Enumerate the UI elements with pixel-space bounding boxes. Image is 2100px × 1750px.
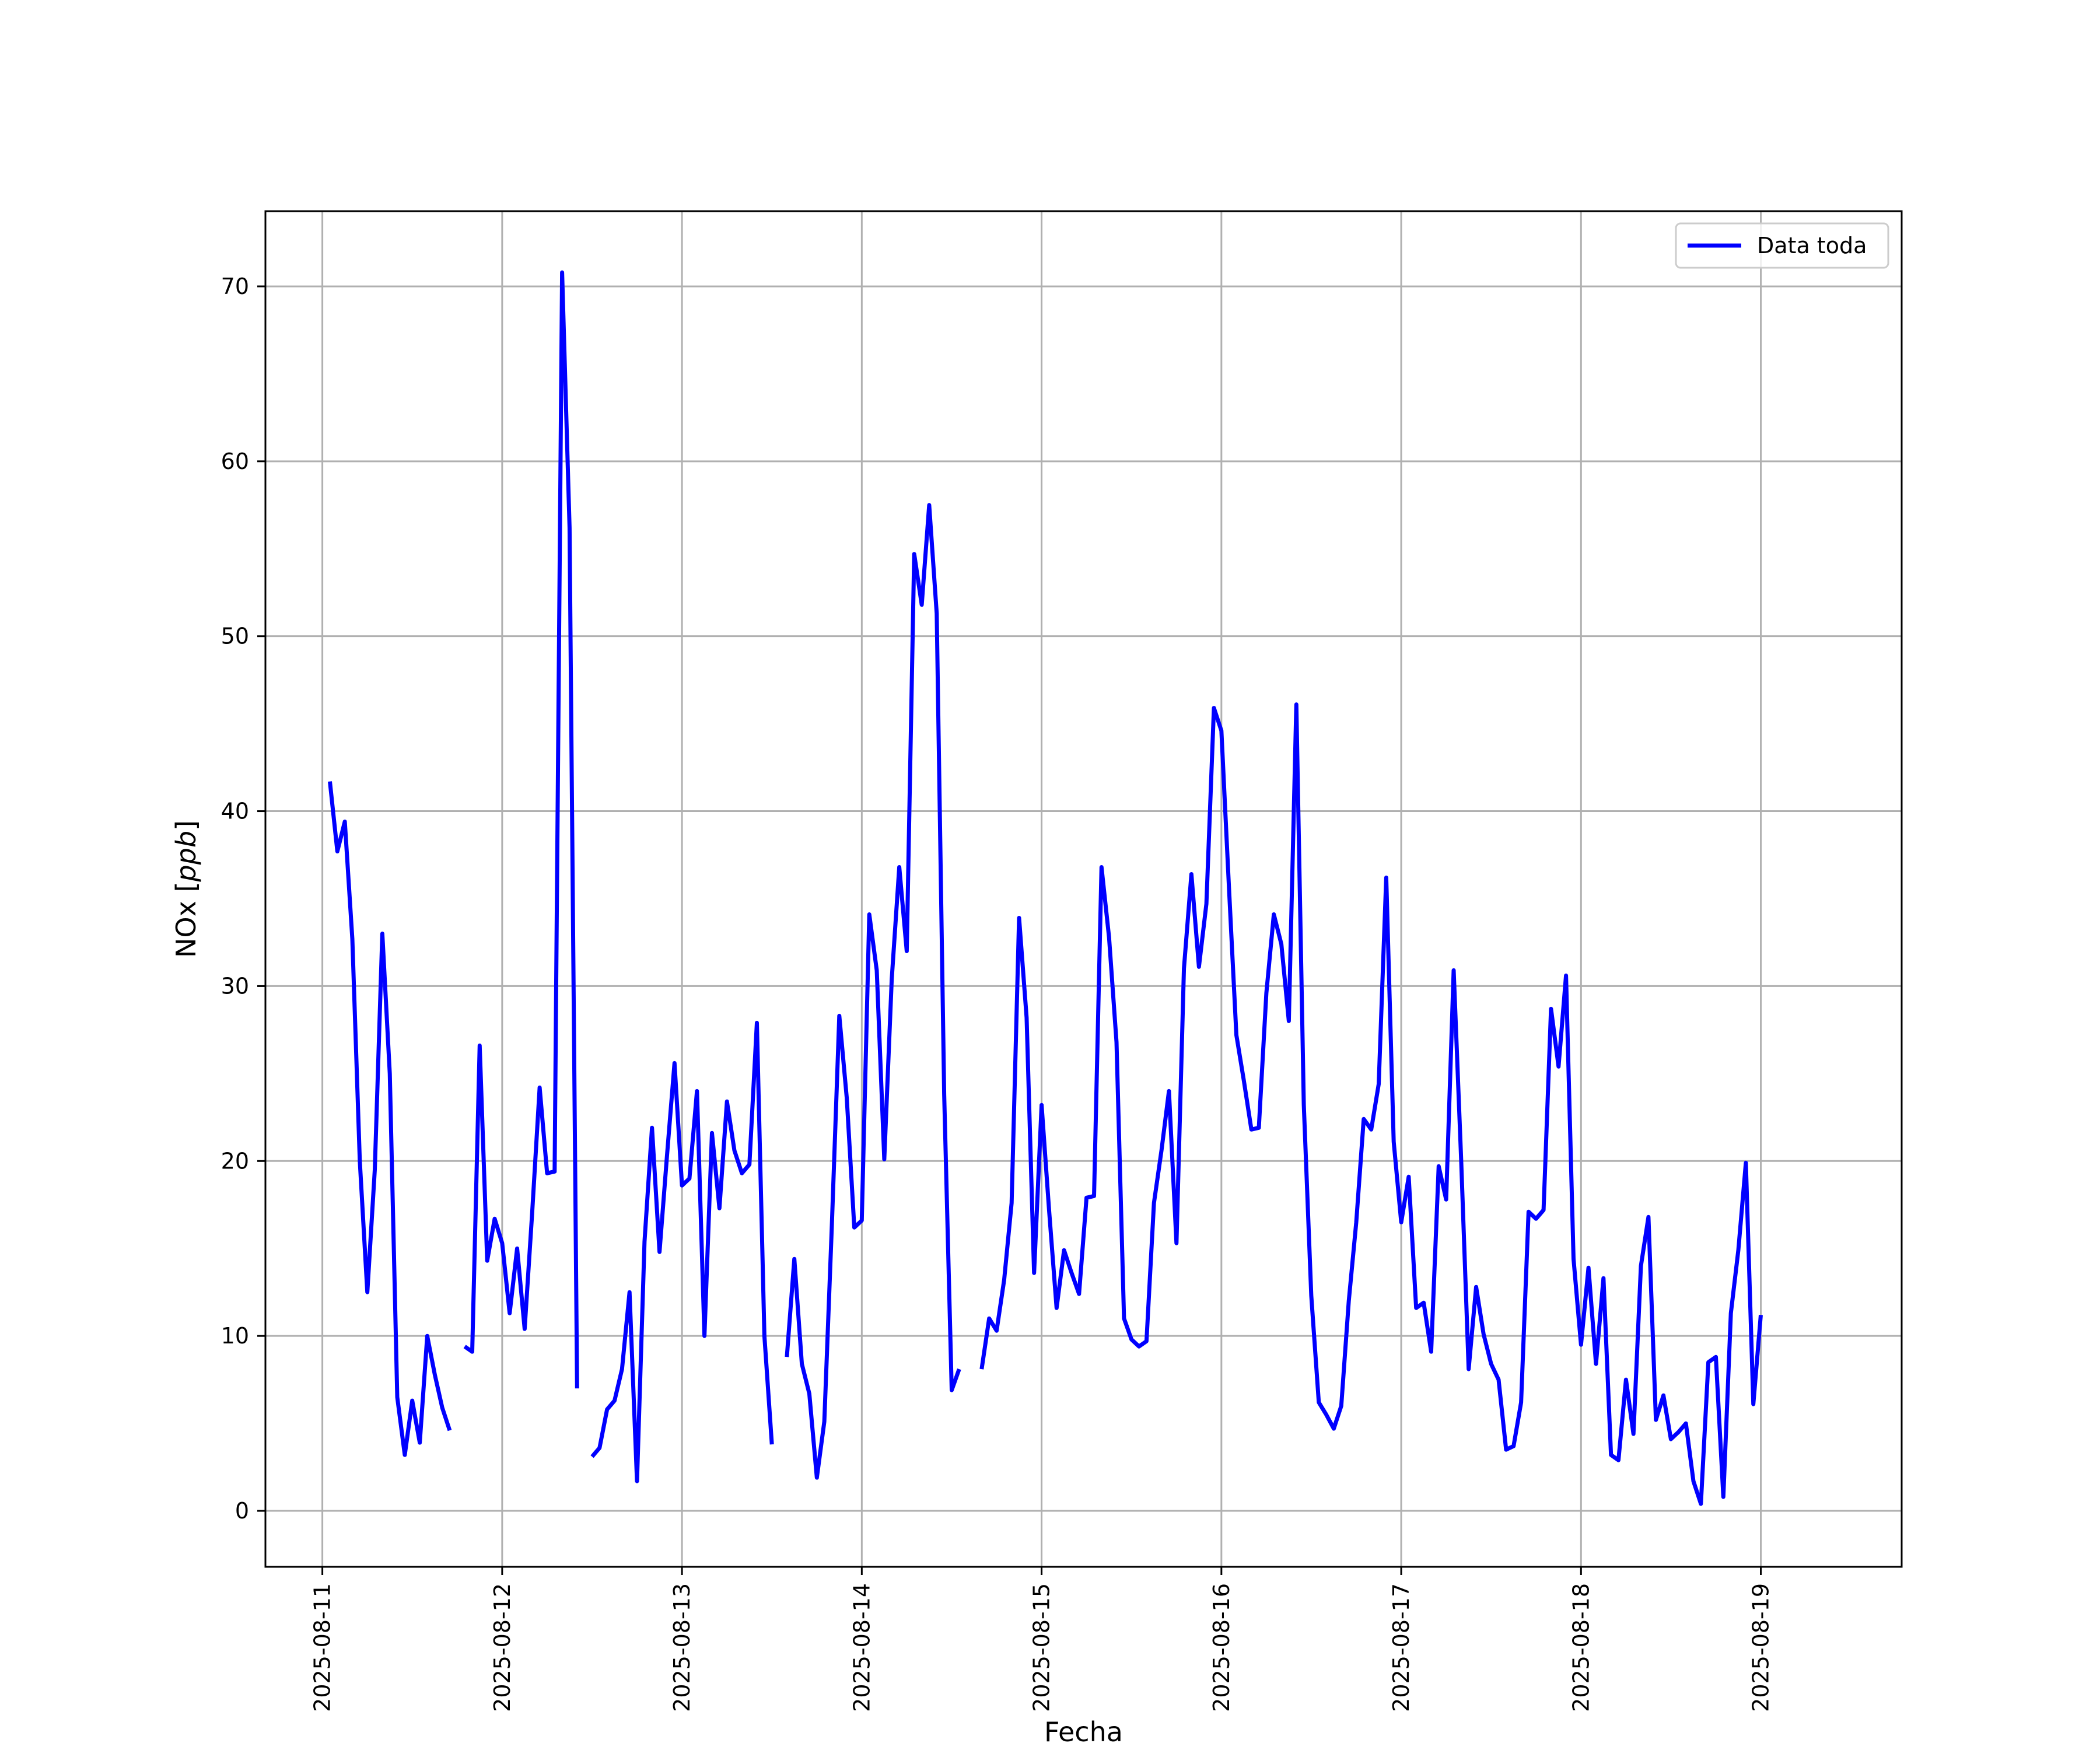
y-tick-label: 0: [235, 1498, 249, 1524]
x-tick-label: 2025-08-19: [1748, 1583, 1774, 1712]
y-tick-label: 30: [221, 973, 249, 999]
y-tick-label: 40: [221, 799, 249, 824]
legend-label-data-toda: Data toda: [1757, 233, 1867, 258]
x-tick-label: 2025-08-17: [1388, 1583, 1414, 1712]
x-tick-label: 2025-08-16: [1209, 1583, 1234, 1712]
y-tick-label: 10: [221, 1323, 249, 1349]
grid: [265, 211, 1902, 1567]
plot-frame: [264, 210, 1903, 1568]
y-axis-label-main: NOx: [170, 901, 202, 958]
x-tick-label: 2025-08-11: [310, 1583, 335, 1712]
legend-box: [1675, 222, 1889, 269]
y-tick-label: 70: [221, 274, 249, 299]
x-tick-label: 2025-08-14: [849, 1583, 874, 1712]
y-axis-label-unit: ppb: [170, 831, 202, 883]
y-tick-label: 20: [221, 1148, 249, 1174]
legend: Data toda: [1675, 222, 1889, 269]
x-tick-label: 2025-08-18: [1568, 1583, 1594, 1712]
axis-ticks: 2025-08-11 2025-08-12 2025-08-13 2025-08-14…: [221, 274, 1774, 1712]
y-axis-label: NOx [ppb]: [170, 820, 202, 958]
x-axis-label: Fecha: [1044, 1716, 1123, 1748]
series-data-toda: [328, 270, 1763, 1506]
series-line-segment: [590, 1020, 774, 1483]
series-line-segment: [463, 270, 579, 1389]
series-line-segment: [328, 781, 452, 1457]
x-tick-label: 2025-08-13: [669, 1583, 695, 1712]
x-tick-label: 2025-08-12: [489, 1583, 515, 1712]
series-line-segment: [785, 503, 961, 1480]
y-tick-label: 50: [221, 624, 249, 649]
x-tick-label: 2025-08-15: [1029, 1583, 1055, 1712]
series-line-segment: [979, 702, 1763, 1506]
y-tick-label: 60: [221, 449, 249, 474]
